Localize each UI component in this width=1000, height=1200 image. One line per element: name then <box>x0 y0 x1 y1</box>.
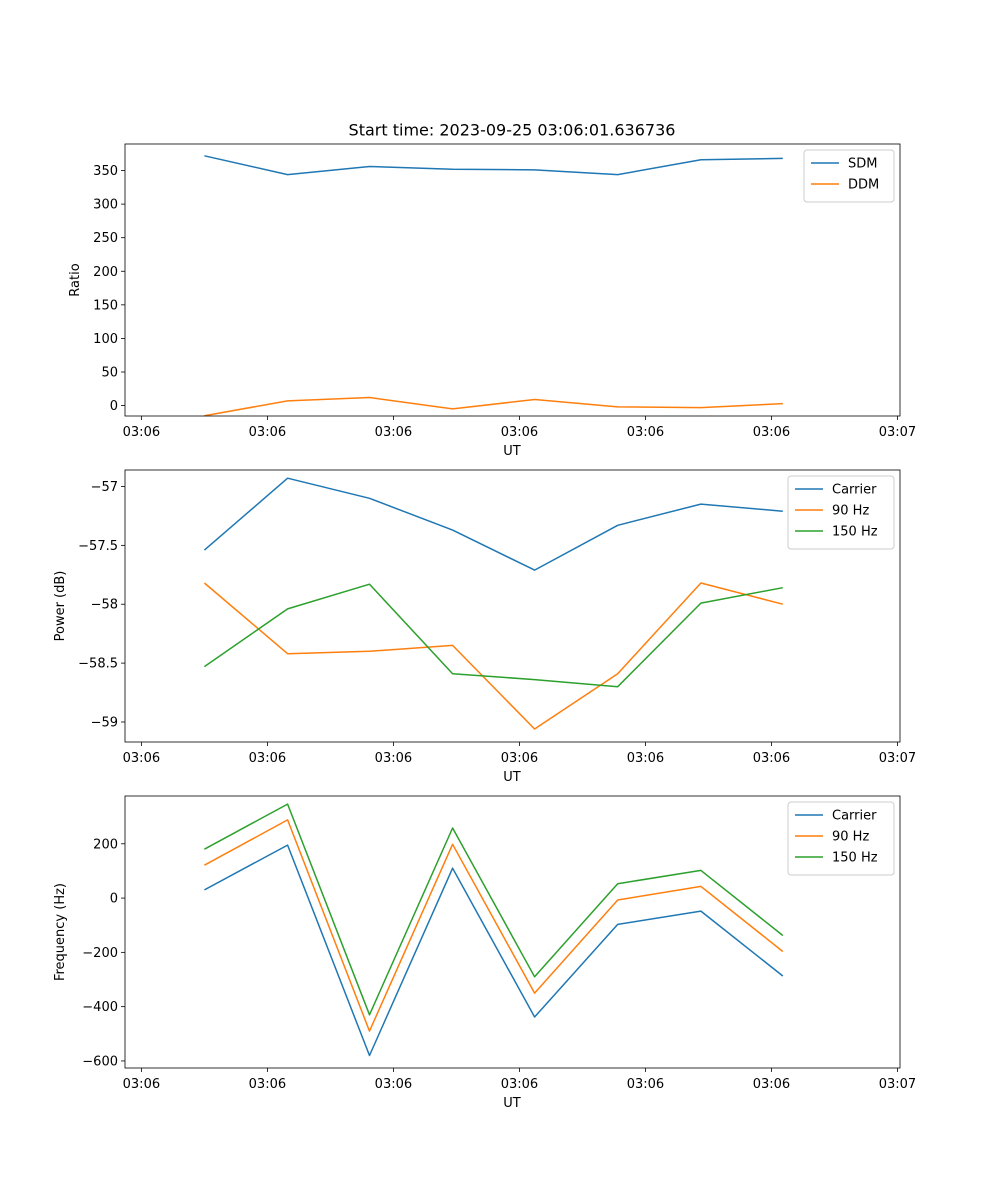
series-line-carrier <box>204 844 784 1057</box>
y-axis-label: Frequency (Hz) <box>53 883 68 981</box>
x-tick-label: 03:06 <box>249 1077 286 1092</box>
y-tick-label: −200 <box>82 946 118 961</box>
legend-label: DDM <box>848 178 879 193</box>
x-tick-label: 03:06 <box>753 1077 790 1092</box>
y-tick-label: −58.5 <box>78 657 118 672</box>
y-tick-label: −400 <box>82 1000 118 1015</box>
legend-label: Carrier <box>832 809 877 824</box>
y-tick-label: −59 <box>91 715 118 730</box>
x-tick-label: 03:06 <box>123 1077 160 1092</box>
subplot-2: 03:06 03:06 03:06 03:06 03:06 03:06 03:07 −59 −5… <box>53 469 916 785</box>
x-tick-label: 03:06 <box>501 1077 538 1092</box>
legend: SDM DDM <box>803 149 895 203</box>
y-tick-label: −57 <box>91 480 118 495</box>
y-tick-label: 100 <box>93 332 118 347</box>
axes-frame <box>124 143 901 417</box>
x-tick-label: 03:06 <box>627 425 664 440</box>
y-tick-label: 300 <box>93 198 118 213</box>
series-line-sdm <box>204 155 783 176</box>
legend-label: 150 Hz <box>832 851 878 866</box>
series-line-90-hz <box>204 819 784 1032</box>
x-tick-label: 03:07 <box>879 1077 916 1092</box>
y-axis-label: Ratio <box>68 263 83 296</box>
subplot-3: 03:06 03:06 03:06 03:06 03:06 03:06 03:07 −600 −… <box>53 795 916 1111</box>
x-tick-label: 03:06 <box>501 425 538 440</box>
y-tick-label: −57.5 <box>78 539 118 554</box>
y-tick-label: 350 <box>93 164 118 179</box>
axes-frame <box>124 795 901 1069</box>
y-tick-label: 0 <box>110 399 118 414</box>
subplot-1: 03:06 03:06 03:06 03:06 03:06 03:06 03:07 0 50 10… <box>68 143 916 459</box>
y-tick-label: 150 <box>93 298 118 313</box>
y-axis-label: Power (dB) <box>53 571 68 642</box>
y-tick-label: 0 <box>110 892 118 907</box>
x-tick-label: 03:06 <box>375 425 412 440</box>
legend-label: Carrier <box>832 483 877 498</box>
x-tick-label: 03:06 <box>753 751 790 766</box>
legend-label: SDM <box>848 157 877 172</box>
x-axis-label: UT <box>503 444 521 459</box>
x-tick-label: 03:07 <box>879 751 916 766</box>
x-tick-label: 03:06 <box>753 425 790 440</box>
series-line-150-hz <box>203 583 783 688</box>
x-axis-label: UT <box>503 1096 521 1111</box>
y-tick-label: 50 <box>101 366 118 381</box>
legend-label: 90 Hz <box>832 830 869 845</box>
series-line-150-hz <box>204 803 784 1016</box>
x-axis-label: UT <box>503 770 521 785</box>
legend-label: 90 Hz <box>832 504 869 519</box>
y-tick-label: −600 <box>82 1054 118 1069</box>
x-tick-label: 03:06 <box>501 751 538 766</box>
axes-frame <box>124 469 901 743</box>
legend: Carrier 90 Hz 150 Hz <box>787 801 895 876</box>
x-tick-label: 03:06 <box>375 751 412 766</box>
x-tick-label: 03:07 <box>879 425 916 440</box>
subplots: 03:06 03:06 03:06 03:06 03:06 03:06 03:07 0 50 10… <box>53 143 916 1111</box>
legend: Carrier 90 Hz 150 Hz <box>787 475 895 550</box>
x-tick-label: 03:06 <box>249 425 286 440</box>
figure-title: Start time: 2023-09-25 03:06:01.636736 <box>349 121 676 140</box>
series-line-carrier <box>203 477 783 571</box>
x-tick-label: 03:06 <box>627 1077 664 1092</box>
x-tick-label: 03:06 <box>375 1077 412 1092</box>
series-line-ddm <box>204 396 783 417</box>
legend-label: 150 Hz <box>832 525 878 540</box>
x-tick-label: 03:06 <box>249 751 286 766</box>
x-tick-label: 03:06 <box>627 751 664 766</box>
x-tick-label: 03:06 <box>123 751 160 766</box>
y-tick-label: 200 <box>93 265 118 280</box>
y-tick-label: 200 <box>93 837 118 852</box>
y-tick-label: −58 <box>91 598 118 613</box>
y-tick-label: 250 <box>93 231 118 246</box>
series-line-90-hz <box>203 582 783 730</box>
x-tick-label: 03:06 <box>123 425 160 440</box>
